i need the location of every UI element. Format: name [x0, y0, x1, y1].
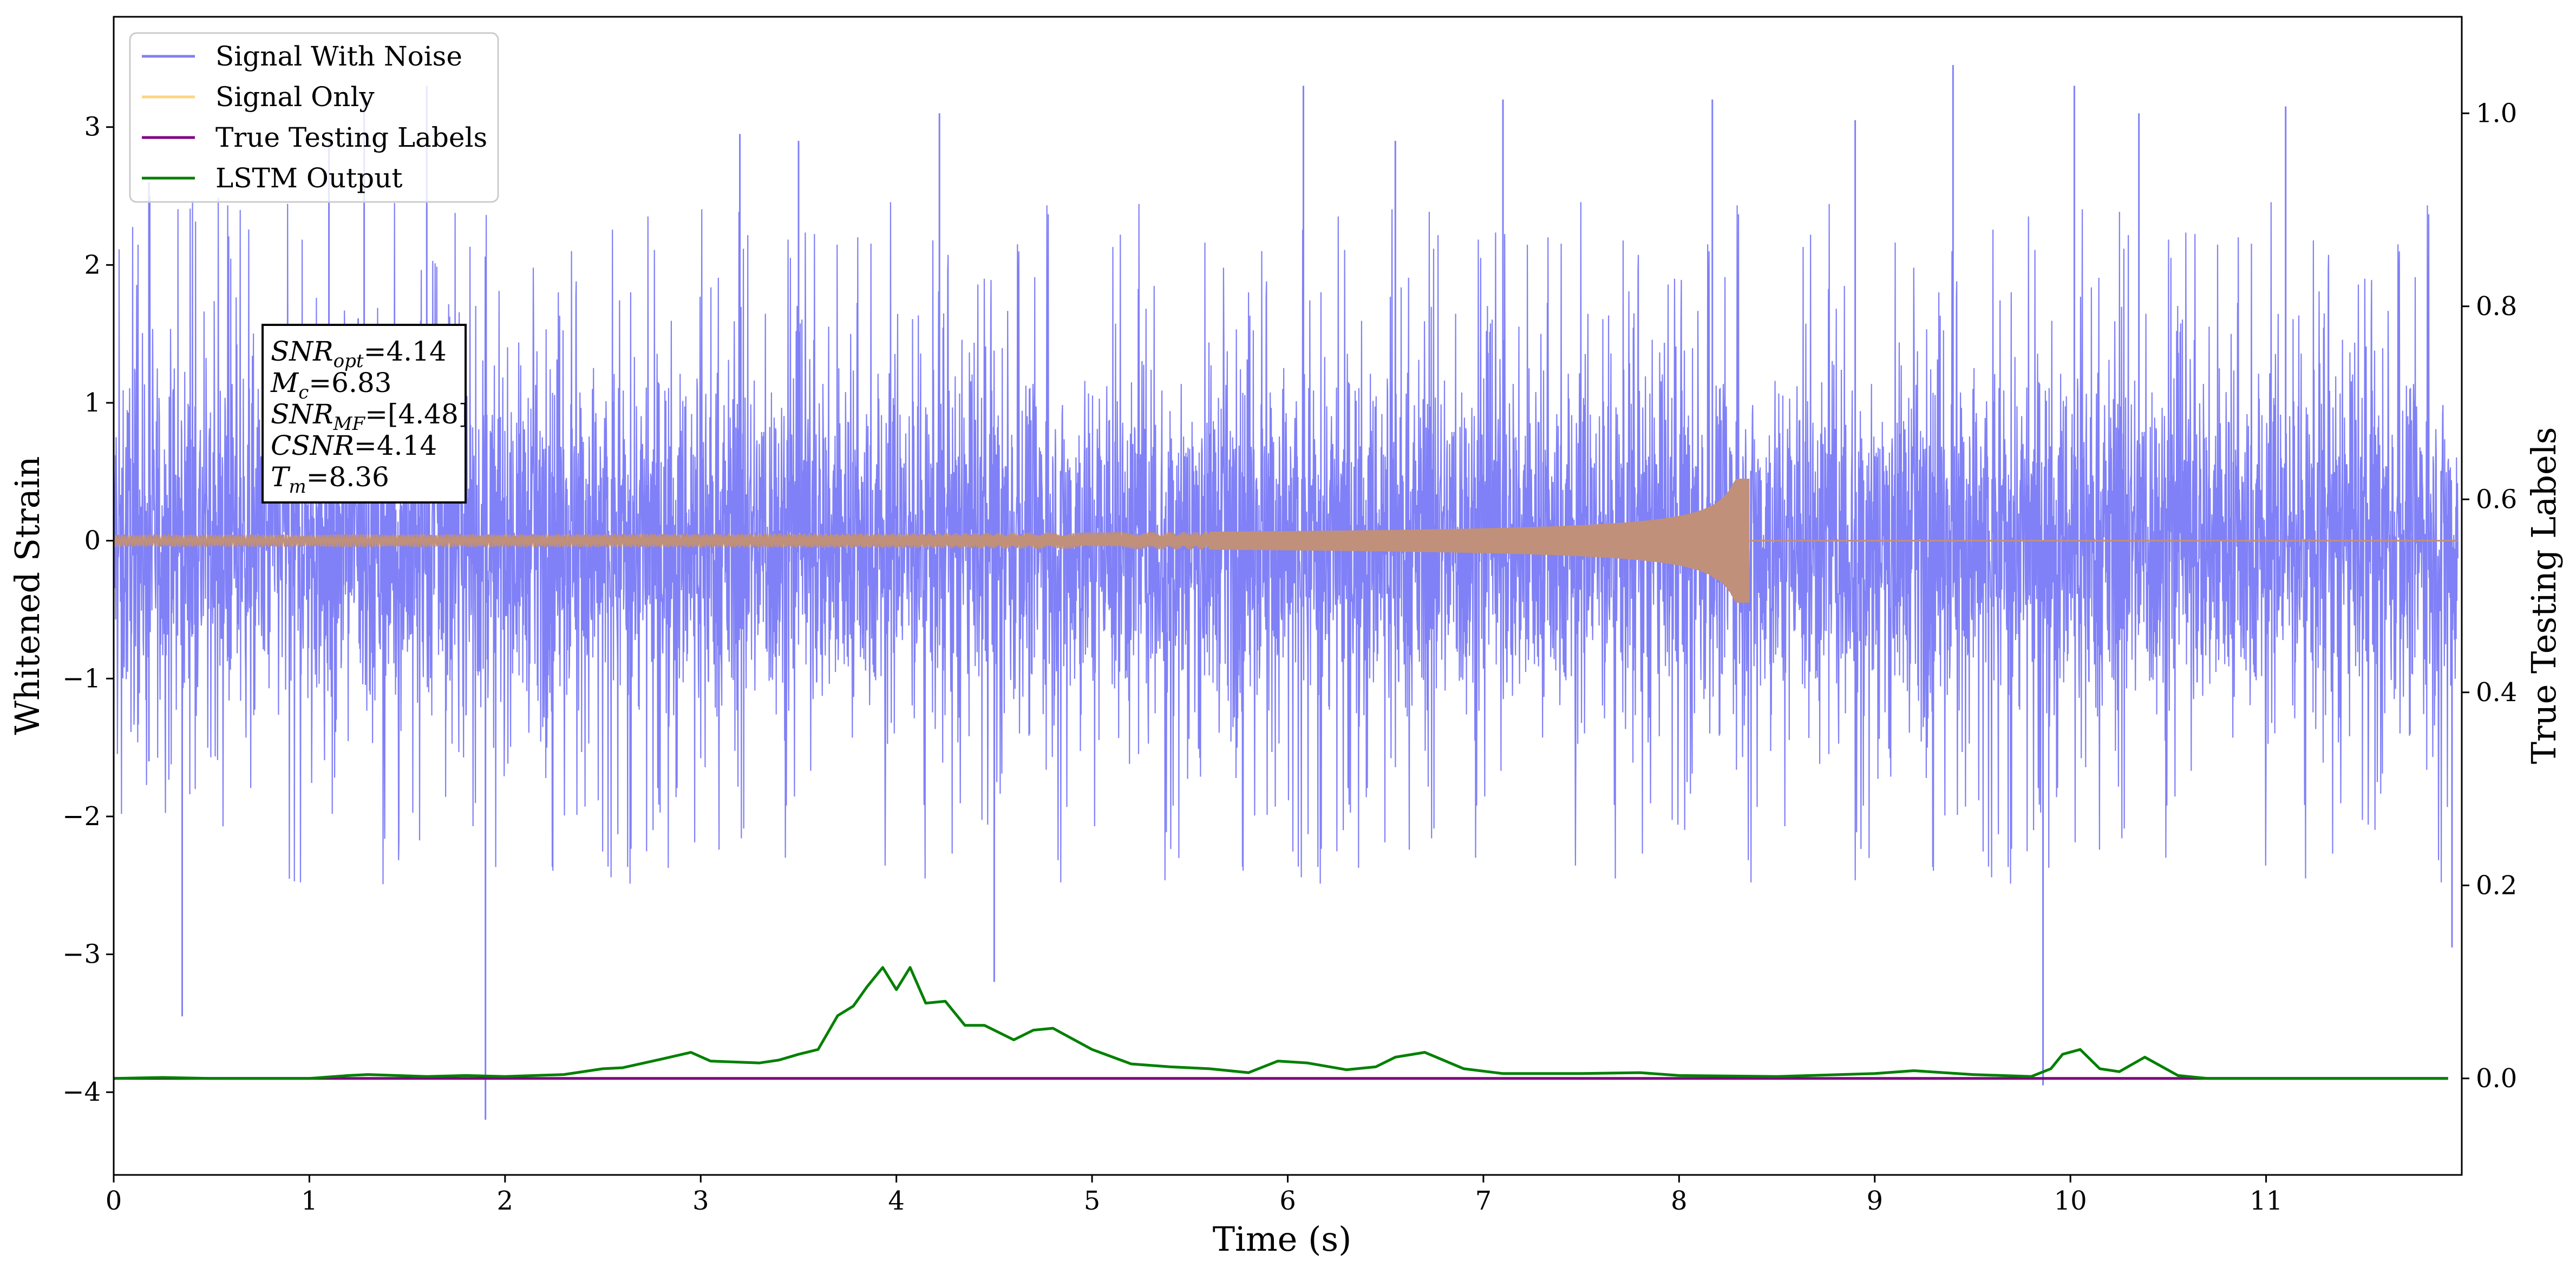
x-tick-label: 8	[1671, 1186, 1688, 1216]
x-axis: 0 1 2 3 4 5 6 7 8 9 10 11	[106, 1175, 2283, 1216]
x-axis-label: Time (s)	[1213, 1219, 1352, 1259]
y-left-tick-label: 1	[84, 388, 101, 418]
signal-with-noise-series	[114, 65, 2459, 1120]
x-tick-label: 5	[1084, 1186, 1101, 1216]
signal-only-envelope	[1209, 479, 1750, 603]
x-tick-label: 10	[2054, 1186, 2087, 1216]
x-tick-label: 2	[497, 1186, 514, 1216]
y-right-tick-label: 0.0	[2476, 1063, 2517, 1094]
y-right-tick-label: 0.8	[2476, 291, 2517, 322]
info-line: Mc=6.83	[270, 367, 391, 403]
x-tick-label: 9	[1866, 1186, 1883, 1216]
lstm-output-series	[114, 966, 2448, 1080]
y-right-tick-label: 0.2	[2476, 870, 2517, 900]
legend: Signal With Noise Signal Only True Testing…	[129, 32, 499, 203]
y-axis-right-label: True Testing Labels	[2524, 427, 2564, 765]
x-tick-label: 0	[106, 1186, 122, 1216]
y-left-tick-label: −2	[62, 801, 101, 832]
legend-label: LSTM Output	[215, 162, 402, 194]
x-tick-label: 11	[2250, 1186, 2283, 1216]
legend-label: Signal With Noise	[215, 41, 462, 72]
y-left-tick-label: 3	[84, 112, 101, 142]
x-tick-label: 3	[692, 1186, 709, 1216]
x-tick-label: 7	[1475, 1186, 1492, 1216]
signal-with-noise-line	[114, 196, 2459, 885]
legend-label: True Testing Labels	[215, 122, 487, 153]
y-right-tick-label: 0.6	[2476, 484, 2517, 514]
info-line: Tm=8.36	[271, 461, 389, 498]
legend-frame	[129, 32, 499, 203]
info-box: SNRopt=4.14Mc=6.83SNRMF=[4.48]CSNR=4.14T…	[261, 324, 469, 504]
y-left-tick-label: −3	[62, 939, 101, 970]
info-line: CSNR=4.14	[271, 430, 437, 461]
y-left-tick-label: 2	[84, 250, 101, 280]
x-tick-label: 4	[888, 1186, 905, 1216]
y-right-tick-label: 0.4	[2476, 677, 2517, 708]
info-line: SNRopt=4.14	[271, 336, 447, 372]
signal-only-series	[114, 479, 2458, 603]
y-right-tick-label: 1.0	[2476, 98, 2517, 128]
y-left-tick-label: −1	[62, 663, 101, 694]
info-line: SNRMF=[4.48]	[271, 398, 469, 435]
y-axis-left-label: Whitened Strain	[8, 456, 47, 735]
y-axis-right: 0.0 0.2 0.4 0.6 0.8 1.0	[2462, 98, 2517, 1094]
lstm-output-line	[114, 966, 2448, 1080]
y-axis-left: −4 −3 −2 −1 0 1 2 3	[62, 112, 114, 1107]
y-left-tick-label: 0	[84, 526, 101, 556]
x-tick-label: 6	[1279, 1186, 1296, 1216]
x-tick-label: 1	[301, 1186, 318, 1216]
legend-label: Signal Only	[215, 81, 375, 113]
info-box-frame	[261, 324, 467, 504]
y-left-tick-label: −4	[62, 1077, 101, 1107]
